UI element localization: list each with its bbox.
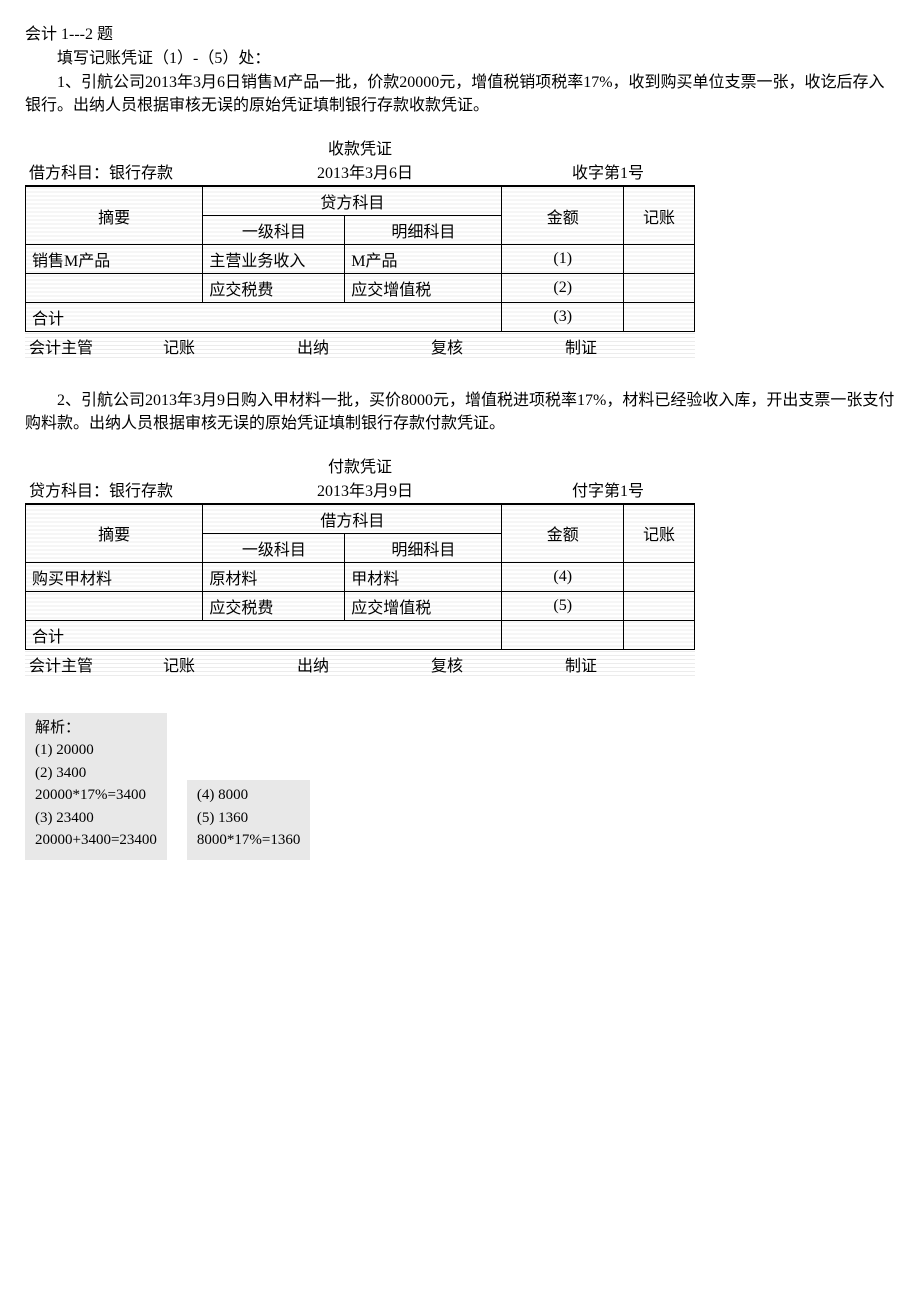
cell-summary: 购买甲材料 [26, 562, 203, 591]
answer-line: (4) 8000 [197, 784, 300, 807]
cell-post [624, 591, 695, 620]
voucher2-date: 2013年3月9日 [313, 477, 521, 503]
header-summary: 摘要 [26, 504, 203, 562]
answer-line: 20000+3400=23400 [35, 829, 157, 852]
header-detail: 明细科目 [345, 533, 502, 562]
answer-line: (5) 1360 [197, 807, 300, 830]
cell-amount: (2) [502, 274, 624, 303]
question-1: 1、引航公司2013年3月6日销售M产品一批，价款20000元，增值税销项税率1… [25, 72, 895, 117]
table-row: 应交税费 应交增值税 (5) [26, 591, 695, 620]
voucher1-title: 收款凭证 [25, 135, 695, 159]
answer-line: (1) 20000 [35, 739, 157, 762]
voucher2-header: 贷方科目：银行存款 2013年3月9日 付字第1号 [25, 477, 695, 504]
cell-l1: 应交税费 [203, 591, 345, 620]
cell-post [624, 303, 695, 332]
header-level1: 一级科目 [203, 533, 345, 562]
voucher1-footer: 会计主管 记账 出纳 复核 制证 [25, 332, 695, 360]
header-level1: 一级科目 [203, 216, 345, 245]
total-label: 合计 [26, 620, 502, 649]
table-row: 合计 (3) [26, 303, 695, 332]
cell-amount: (5) [502, 591, 624, 620]
answer-col-2: (4) 8000 (5) 1360 8000*17%=1360 [187, 780, 310, 860]
header-credit-subject: 贷方科目 [203, 187, 502, 216]
answer-line: 20000*17%=3400 [35, 784, 157, 807]
payment-voucher: 付款凭证 贷方科目：银行存款 2013年3月9日 付字第1号 摘要 借方科目 金… [25, 453, 695, 678]
instruction: 填写记账凭证（1）-（5）处： [25, 48, 895, 70]
cell-summary: 销售M产品 [26, 245, 203, 274]
cell-post [624, 562, 695, 591]
voucher2-footer: 会计主管 记账 出纳 复核 制证 [25, 650, 695, 678]
header-detail: 明细科目 [345, 216, 502, 245]
header-summary: 摘要 [26, 187, 203, 245]
receipt-voucher: 收款凭证 借方科目：银行存款 2013年3月6日 收字第1号 摘要 贷方科目 金… [25, 135, 695, 360]
header-post: 记账 [624, 504, 695, 562]
cell-amount: (1) [502, 245, 624, 274]
footer-preparer: 制证 [561, 650, 695, 678]
cell-detail: 应交增值税 [345, 591, 502, 620]
header-post: 记账 [624, 187, 695, 245]
total-label: 合计 [26, 303, 502, 332]
cell-amount: (4) [502, 562, 624, 591]
footer-review: 复核 [427, 332, 561, 360]
question-2: 2、引航公司2013年3月9日购入甲材料一批，买价8000元，增值税进项税率17… [25, 390, 895, 435]
footer-cashier: 出纳 [293, 650, 427, 678]
cell-l1: 应交税费 [203, 274, 345, 303]
voucher2-title: 付款凭证 [25, 453, 695, 477]
answer-line: (3) 23400 [35, 807, 157, 830]
answer-line: 8000*17%=1360 [197, 829, 300, 852]
cell-summary [26, 591, 203, 620]
table-row: 应交税费 应交增值税 (2) [26, 274, 695, 303]
footer-supervisor: 会计主管 [25, 650, 159, 678]
footer-cashier: 出纳 [293, 332, 427, 360]
table-row: 摘要 借方科目 金额 记账 [26, 504, 695, 533]
table-row: 摘要 贷方科目 金额 记账 [26, 187, 695, 216]
answer-col-1: 解析： (1) 20000 (2) 3400 20000*17%=3400 (3… [25, 713, 167, 860]
voucher2-credit-label: 贷方科目：银行存款 [25, 477, 313, 503]
cell-detail: 应交增值税 [345, 274, 502, 303]
footer-review: 复核 [427, 650, 561, 678]
cell-post [624, 245, 695, 274]
cell-l1: 原材料 [203, 562, 345, 591]
cell-l1: 主营业务收入 [203, 245, 345, 274]
cell-detail: 甲材料 [345, 562, 502, 591]
cell-post [624, 274, 695, 303]
cell-post [624, 620, 695, 649]
answer-title: 解析： [35, 717, 157, 740]
voucher1-debit-label: 借方科目：银行存款 [25, 159, 313, 185]
header-amount: 金额 [502, 187, 624, 245]
table-row: 购买甲材料 原材料 甲材料 (4) [26, 562, 695, 591]
total-amount [502, 620, 624, 649]
answer-section: 解析： (1) 20000 (2) 3400 20000*17%=3400 (3… [25, 713, 895, 860]
footer-post: 记账 [159, 332, 293, 360]
doc-heading: 会计 1---2 题 [25, 20, 895, 44]
total-amount: (3) [502, 303, 624, 332]
footer-supervisor: 会计主管 [25, 332, 159, 360]
answer-line: (2) 3400 [35, 762, 157, 785]
table-row: 合计 [26, 620, 695, 649]
voucher1-table: 摘要 贷方科目 金额 记账 一级科目 明细科目 销售M产品 主营业务收入 M产品… [25, 186, 695, 332]
voucher2-table: 摘要 借方科目 金额 记账 一级科目 明细科目 购买甲材料 原材料 甲材料 (4… [25, 504, 695, 650]
voucher1-header: 借方科目：银行存款 2013年3月6日 收字第1号 [25, 159, 695, 186]
cell-summary [26, 274, 203, 303]
cell-detail: M产品 [345, 245, 502, 274]
voucher1-serial: 收字第1号 [521, 159, 695, 185]
footer-post: 记账 [159, 650, 293, 678]
header-amount: 金额 [502, 504, 624, 562]
voucher2-serial: 付字第1号 [521, 477, 695, 503]
table-row: 销售M产品 主营业务收入 M产品 (1) [26, 245, 695, 274]
footer-preparer: 制证 [561, 332, 695, 360]
header-debit-subject: 借方科目 [203, 504, 502, 533]
voucher1-date: 2013年3月6日 [313, 159, 521, 185]
